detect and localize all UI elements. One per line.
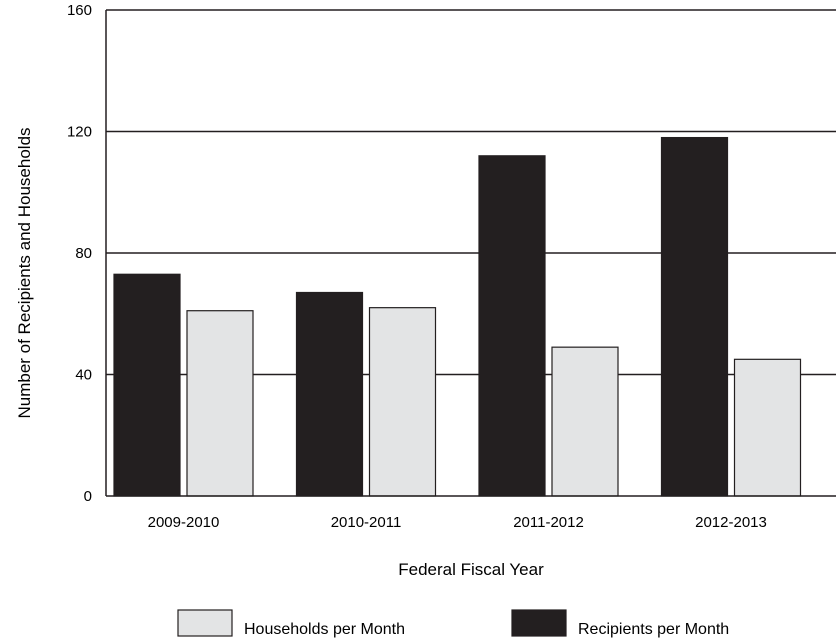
y-axis-title: Number of Recipients and Households (15, 127, 34, 418)
bar-households-2009-2010 (186, 310, 254, 497)
y-tick-labels: 0 40 80 120 160 (67, 2, 92, 505)
bar-households-2011-2012 (551, 346, 619, 497)
legend-label-households: Households per Month (244, 621, 405, 638)
bar-households-2012-2013 (733, 358, 802, 497)
x-axis-title: Federal Fiscal Year (398, 560, 544, 579)
legend-label-recipients: Recipients per Month (578, 621, 729, 638)
bar-recipients-2010-2011 (295, 291, 364, 497)
y-tick-label: 40 (75, 367, 92, 384)
legend-swatch-households (177, 609, 233, 637)
x-tick-labels: 2009-2010 2010-2011 2011-2012 2012-2013 (148, 514, 767, 531)
axes (105, 10, 836, 497)
y-tick-label: 80 (75, 245, 92, 262)
bar-households-2010-2011 (368, 307, 437, 497)
x-tick-label: 2009-2010 (148, 514, 220, 531)
x-tick-label: 2012-2013 (695, 514, 767, 531)
y-tick-label: 120 (67, 124, 92, 141)
x-tick-label: 2010-2011 (331, 514, 402, 531)
y-tick-label: 160 (67, 2, 92, 19)
bar-recipients-2012-2013 (660, 136, 729, 497)
bars (113, 136, 802, 497)
legend: Households per Month Recipients per Month (177, 609, 729, 638)
legend-swatch-recipients (511, 609, 567, 637)
bar-recipients-2009-2010 (113, 273, 181, 497)
y-tick-label: 0 (84, 488, 92, 505)
x-tick-label: 2011-2012 (513, 514, 584, 531)
bar-recipients-2011-2012 (478, 155, 546, 497)
